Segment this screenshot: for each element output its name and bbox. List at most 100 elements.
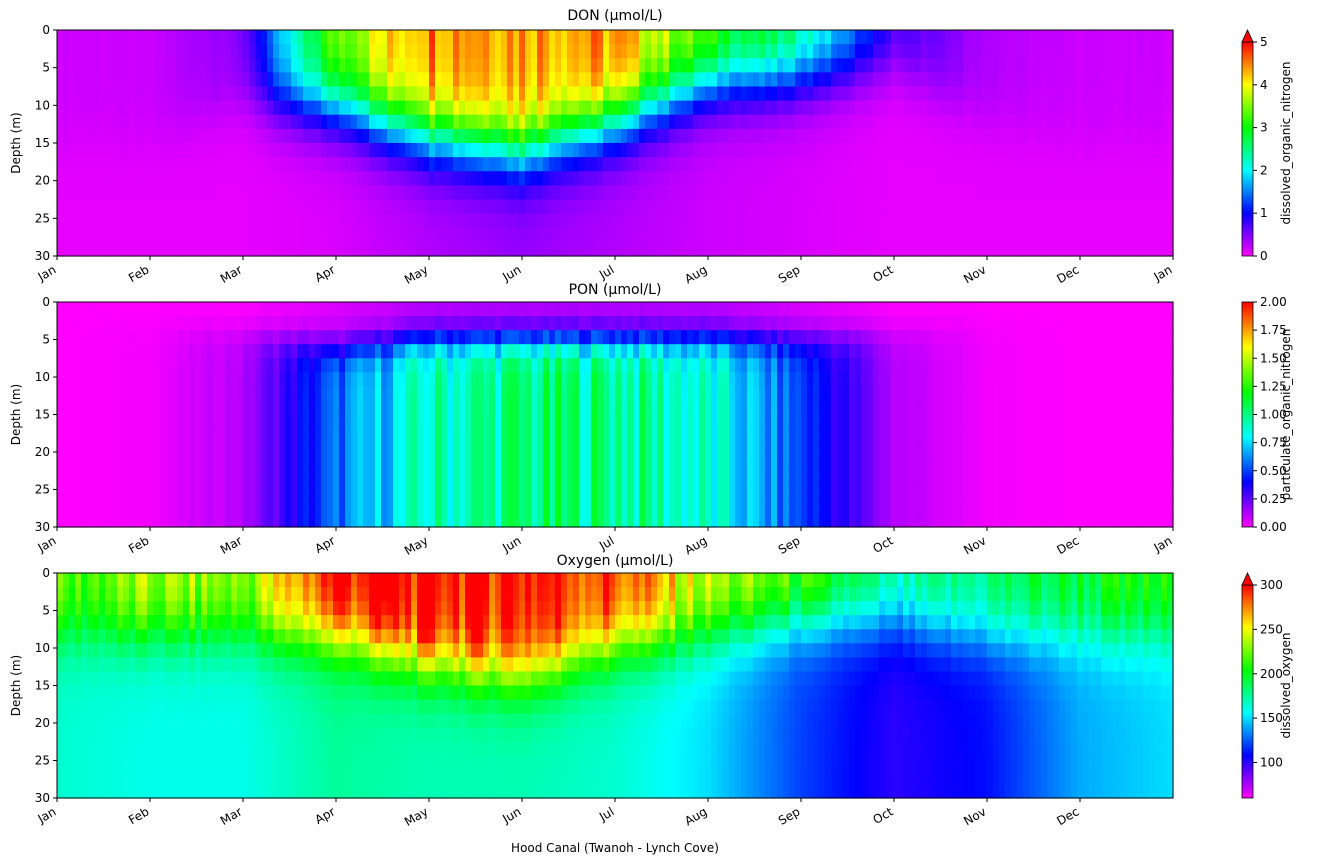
heatmap-cell xyxy=(87,227,94,243)
heatmap-cell xyxy=(123,302,130,317)
heatmap-cell xyxy=(123,372,130,387)
heatmap-cell xyxy=(555,386,562,402)
heatmap-cell xyxy=(231,484,238,500)
heatmap-cell xyxy=(1167,100,1174,116)
heatmap-cell xyxy=(393,442,400,458)
heatmap-cell xyxy=(1101,185,1108,201)
heatmap-cell xyxy=(123,128,130,144)
heatmap-cell xyxy=(75,157,82,172)
heatmap-cell xyxy=(1119,114,1126,130)
heatmap-cell xyxy=(669,498,676,514)
heatmap-cell xyxy=(171,358,178,373)
heatmap-cell xyxy=(495,30,502,45)
heatmap-cell xyxy=(291,143,298,158)
heatmap-cell xyxy=(609,86,616,102)
heatmap-cell xyxy=(309,456,316,472)
heatmap-cell xyxy=(1071,30,1078,45)
heatmap-cell xyxy=(153,58,160,73)
heatmap-cell xyxy=(153,498,160,514)
heatmap-cell xyxy=(507,302,514,317)
heatmap-cell xyxy=(771,344,778,359)
heatmap-cell xyxy=(435,30,442,45)
heatmap-cell xyxy=(99,400,106,416)
heatmap-cell xyxy=(771,414,778,430)
heatmap-cell xyxy=(129,199,136,215)
heatmap-cell xyxy=(567,498,574,514)
heatmap-cell xyxy=(513,428,520,444)
heatmap-cell xyxy=(261,128,268,144)
heatmap-cell xyxy=(981,241,988,257)
heatmap-cell xyxy=(717,227,724,243)
heatmap-cell xyxy=(273,344,280,359)
heatmap-cell xyxy=(399,227,406,243)
heatmap-cell xyxy=(681,227,688,243)
heatmap-cell xyxy=(567,72,574,88)
heatmap-cell xyxy=(99,86,106,102)
heatmap-cell xyxy=(645,241,652,257)
heatmap-cell xyxy=(783,512,790,528)
heatmap-cell xyxy=(783,100,790,116)
heatmap-cell xyxy=(909,100,916,116)
heatmap-cell xyxy=(501,498,508,514)
heatmap-cell xyxy=(483,185,490,201)
heatmap-cell xyxy=(273,372,280,387)
heatmap-cell xyxy=(597,400,604,416)
heatmap-cell xyxy=(1155,44,1162,59)
heatmap-cell xyxy=(321,241,328,257)
heatmap-cell xyxy=(201,456,208,472)
heatmap-cell xyxy=(1125,157,1132,172)
heatmap-cell xyxy=(765,86,772,102)
heatmap-cell xyxy=(171,143,178,158)
heatmap-cell xyxy=(1029,143,1036,158)
heatmap-cell xyxy=(909,227,916,243)
heatmap-cell xyxy=(609,72,616,88)
heatmap-cell xyxy=(963,171,970,186)
heatmap-cell xyxy=(735,44,742,59)
heatmap-cell xyxy=(963,185,970,201)
heatmap-cell xyxy=(777,72,784,88)
heatmap-cell xyxy=(567,44,574,59)
heatmap-cell xyxy=(495,58,502,73)
heatmap-cell xyxy=(189,456,196,472)
heatmap-cell xyxy=(711,386,718,402)
heatmap-cell xyxy=(105,386,112,402)
heatmap-cell xyxy=(729,302,736,317)
heatmap-cell xyxy=(927,30,934,45)
heatmap-cell xyxy=(963,100,970,116)
heatmap-cell xyxy=(351,498,358,514)
heatmap-cell xyxy=(615,58,622,73)
heatmap-cell xyxy=(645,58,652,73)
heatmap-cell xyxy=(171,213,178,229)
heatmap-cell xyxy=(135,86,142,102)
heatmap-cell xyxy=(297,114,304,130)
heatmap-cell xyxy=(1089,58,1096,73)
heatmap-cell xyxy=(285,30,292,45)
heatmap-cell xyxy=(321,344,328,359)
heatmap-cell xyxy=(249,358,256,373)
heatmap-cell xyxy=(243,100,250,116)
heatmap-cell xyxy=(1167,58,1174,73)
heatmap-cell xyxy=(129,302,136,317)
heatmap-cell xyxy=(999,213,1006,229)
heatmap-cell xyxy=(219,213,226,229)
heatmap-cell xyxy=(411,171,418,186)
heatmap-cell xyxy=(369,512,376,528)
heatmap-cell xyxy=(165,30,172,45)
heatmap-cell xyxy=(321,143,328,158)
heatmap-cell xyxy=(201,498,208,514)
heatmap-cell xyxy=(855,44,862,59)
heatmap-cell xyxy=(543,400,550,416)
heatmap-cell xyxy=(633,498,640,514)
heatmap-cell xyxy=(105,227,112,243)
heatmap-cell xyxy=(585,316,592,331)
heatmap-cell xyxy=(399,302,406,317)
heatmap-cell xyxy=(411,86,418,102)
heatmap-cell xyxy=(333,386,340,402)
heatmap-cell xyxy=(483,171,490,186)
heatmap-cell xyxy=(117,428,124,444)
heatmap-cell xyxy=(993,199,1000,215)
heatmap-cell xyxy=(981,100,988,116)
heatmap-cell xyxy=(285,100,292,116)
heatmap-cell xyxy=(1089,143,1096,158)
heatmap-cell xyxy=(639,157,646,172)
